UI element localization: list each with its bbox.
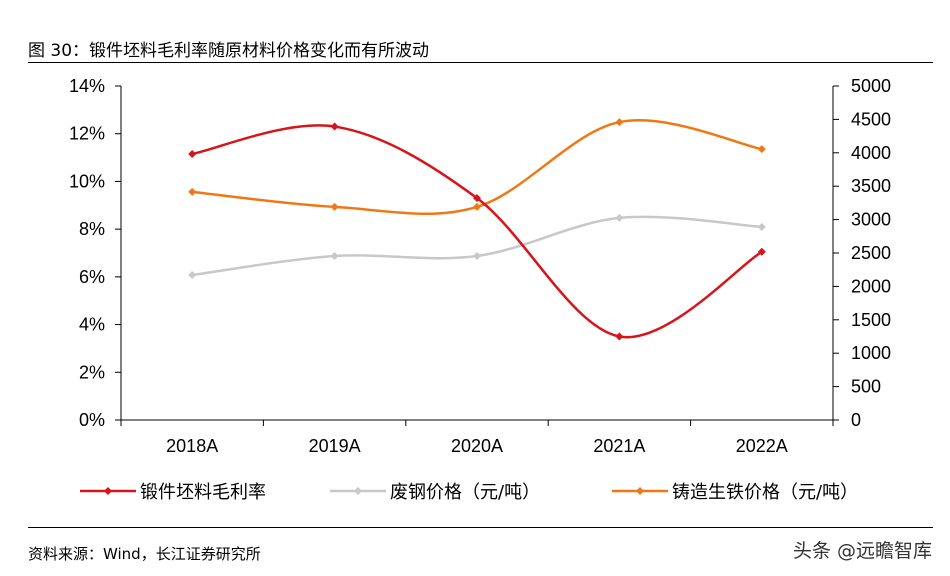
right-tick-label: 3000 xyxy=(851,210,891,230)
data-point-marker xyxy=(188,187,197,196)
data-point-marker xyxy=(188,271,197,280)
data-point-marker xyxy=(615,213,624,222)
data-point-marker xyxy=(473,252,481,261)
right-tick-label: 5000 xyxy=(851,76,891,96)
data-point-marker xyxy=(188,149,197,158)
series-2 xyxy=(188,118,766,216)
data-point-marker xyxy=(473,194,481,203)
series-0 xyxy=(188,122,766,341)
left-tick-label: 6% xyxy=(79,267,105,287)
source-note: 资料来源：Wind，长江证券研究所 xyxy=(28,545,261,563)
left-tick-label: 4% xyxy=(79,315,105,335)
right-tick-label: 2000 xyxy=(851,276,891,296)
data-point-marker xyxy=(330,252,339,261)
series-line xyxy=(191,124,763,339)
data-point-marker xyxy=(757,247,766,256)
left-tick-label: 2% xyxy=(79,362,105,382)
watermark: 头条 @远瞻智库 xyxy=(792,540,932,562)
series-1 xyxy=(188,213,766,280)
legend-item: 废钢价格（元/吨） xyxy=(330,482,540,503)
right-tick-label: 3500 xyxy=(851,176,891,196)
title-divider xyxy=(28,62,933,63)
x-tick-label: 2018A xyxy=(166,436,218,456)
data-point-marker xyxy=(473,202,481,211)
footer-divider xyxy=(28,527,933,528)
left-tick-label: 0% xyxy=(79,410,105,430)
legend-item: 铸造生铁价格（元/吨） xyxy=(612,482,858,503)
right-tick-label: 4000 xyxy=(851,143,891,163)
legend-item: 锻件坯料毛利率 xyxy=(80,482,266,503)
legend-marker xyxy=(104,487,112,495)
right-tick-label: 500 xyxy=(851,377,881,397)
left-tick-label: 10% xyxy=(69,171,105,191)
x-tick-label: 2022A xyxy=(736,436,788,456)
x-tick-label: 2021A xyxy=(593,436,645,456)
data-point-marker xyxy=(757,145,766,154)
left-tick-label: 14% xyxy=(69,76,105,96)
series-line xyxy=(192,215,762,277)
x-tick-label: 2019A xyxy=(309,436,361,456)
right-tick-label: 4500 xyxy=(851,109,891,129)
left-tick-label: 8% xyxy=(79,219,105,239)
right-tick-label: 1500 xyxy=(851,310,891,330)
right-tick-label: 2500 xyxy=(851,243,891,263)
right-tick-label: 0 xyxy=(851,410,861,430)
left-tick-label: 12% xyxy=(69,124,105,144)
right-tick-label: 1000 xyxy=(851,343,891,363)
legend-marker xyxy=(636,487,644,495)
figure-title: 图 30：锻件坯料毛利率随原材料价格变化而有所波动 xyxy=(28,41,430,61)
x-tick-label: 2020A xyxy=(451,436,503,456)
data-point-marker xyxy=(330,122,339,131)
legend-label: 锻件坯料毛利率 xyxy=(140,482,266,503)
legend-label: 铸造生铁价格（元/吨） xyxy=(672,482,858,503)
legend-label: 废钢价格（元/吨） xyxy=(390,482,540,503)
data-point-marker xyxy=(757,222,766,231)
data-point-marker xyxy=(615,118,624,127)
data-point-marker xyxy=(615,332,624,341)
data-point-marker xyxy=(330,202,339,211)
legend-marker xyxy=(354,487,362,495)
